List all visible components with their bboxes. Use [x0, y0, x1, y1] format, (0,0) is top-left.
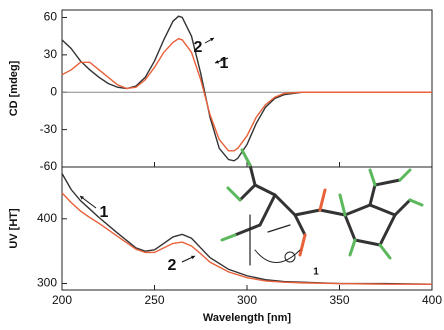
y-tick-label: 30: [44, 47, 58, 61]
y-tick-label: -30: [40, 122, 58, 136]
annotation: 2: [168, 257, 177, 274]
x-tick-label: 350: [329, 293, 349, 307]
x-tick-label: 400: [422, 293, 442, 307]
annotation: 1: [220, 55, 229, 72]
x-axis-label: Wavelength [nm]: [203, 312, 292, 324]
y-tick-label: 300: [37, 276, 57, 290]
y-tick-label: -60: [40, 159, 58, 173]
annotation: 2: [194, 39, 203, 56]
y-tick-label: 0: [50, 84, 57, 98]
y-tick-label: 60: [44, 10, 58, 24]
chart: 60300-30-60CD [mdeg]21300400200250300350…: [0, 0, 444, 325]
y-tick-label: 400: [37, 211, 57, 225]
y-axis-label: CD [mdeg]: [8, 60, 20, 116]
series-line: [62, 16, 432, 161]
series-line: [62, 39, 432, 151]
x-tick-label: 200: [52, 293, 72, 307]
annotation: 1: [100, 204, 109, 221]
x-tick-label: 300: [237, 293, 257, 307]
annotation: 1: [313, 267, 319, 278]
y-axis-label: UV [HT]: [8, 208, 20, 249]
x-tick-label: 250: [144, 293, 164, 307]
